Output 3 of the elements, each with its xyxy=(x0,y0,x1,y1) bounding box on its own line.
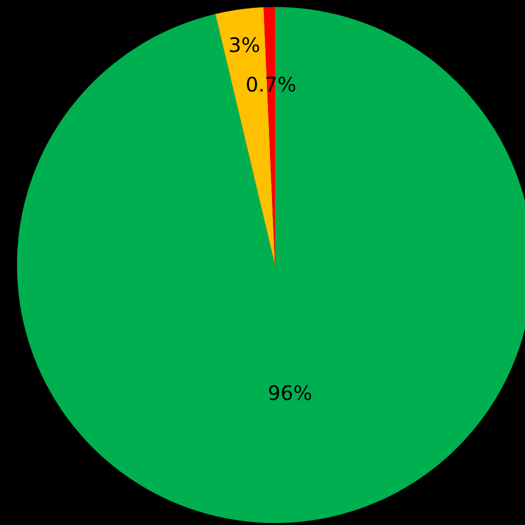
data-label: 3% xyxy=(228,33,260,58)
data-label: 96% xyxy=(268,381,312,406)
data-label: 0.7% xyxy=(246,72,296,96)
